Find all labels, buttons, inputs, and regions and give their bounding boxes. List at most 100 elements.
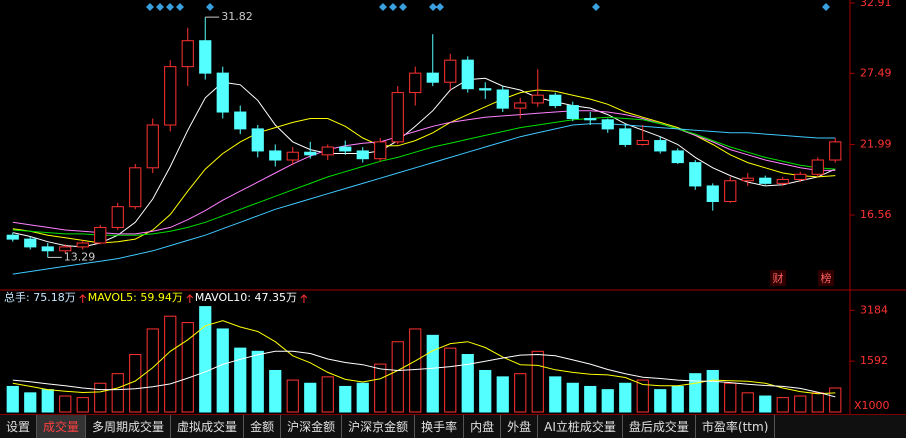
volume-bar <box>531 350 544 413</box>
volume-bar <box>94 382 107 413</box>
marker: 财 <box>773 271 784 285</box>
y-tick-label: 1592 <box>860 354 888 367</box>
ma-line <box>12 320 836 395</box>
candle-body <box>741 177 754 182</box>
volume-bar <box>356 382 369 413</box>
ma-line <box>12 110 836 235</box>
candle-body <box>776 178 789 184</box>
candle-body <box>199 40 212 74</box>
candle-body <box>374 141 387 160</box>
volume-bar <box>409 328 422 413</box>
volume-bar <box>426 334 439 413</box>
tab[interactable]: 外盘 <box>501 415 539 438</box>
candle-body <box>689 162 702 187</box>
candle-body <box>339 146 352 152</box>
volume-bar <box>444 347 457 413</box>
candle-body <box>321 146 334 156</box>
volume-bar <box>164 315 177 413</box>
y-tick-label: 16.56 <box>860 208 892 221</box>
candle-body <box>759 177 772 184</box>
tab[interactable]: 设置 <box>0 415 38 438</box>
y-tick-label: 32.91 <box>860 0 892 9</box>
volume-bar <box>584 385 597 413</box>
volume-bar <box>566 382 579 413</box>
volume-bar <box>374 363 387 413</box>
volume-bar <box>269 369 282 413</box>
candle-body <box>479 88 492 91</box>
candle-body <box>619 128 632 145</box>
tab[interactable]: 市盈率(ttm) <box>696 415 776 438</box>
volume-bar <box>6 385 19 413</box>
volume-bar <box>636 379 649 413</box>
candle-body <box>584 118 597 121</box>
candle-body <box>94 226 107 244</box>
candle-body <box>146 124 159 169</box>
volume-bar <box>724 382 737 413</box>
volume-bar <box>479 369 492 413</box>
candle-body <box>671 150 684 164</box>
candle-body <box>216 72 229 113</box>
volume-bar <box>776 397 789 413</box>
ma-line <box>12 77 836 248</box>
volume-bar <box>216 328 229 413</box>
volume-bar <box>146 328 159 413</box>
volume-bar <box>671 385 684 413</box>
legend-entry: MAVOL5: 59.94万 <box>88 291 183 304</box>
volume-bar <box>811 392 824 413</box>
candle-body <box>566 105 579 120</box>
candle-body <box>356 150 369 160</box>
candle-body <box>269 150 282 161</box>
tab[interactable]: 盘后成交量 <box>623 415 696 438</box>
legend-arrow <box>300 294 308 303</box>
candle-body <box>6 234 19 240</box>
candle-body <box>514 102 527 109</box>
candle-body <box>461 59 474 90</box>
ma-line <box>12 123 836 275</box>
annotation: 31.82 <box>221 10 253 23</box>
volume-bar <box>76 397 89 413</box>
ma-line <box>12 116 836 236</box>
legend-entry: MAVOL10: 47.35万 <box>195 291 297 304</box>
volume-bar <box>601 389 614 413</box>
tab[interactable]: 虚拟成交量 <box>171 415 245 438</box>
candle-body <box>251 128 264 152</box>
tab[interactable]: 沪深金额 <box>281 415 343 438</box>
tab[interactable]: 金额 <box>244 415 282 438</box>
candle-body <box>724 180 737 203</box>
volume-bar <box>759 395 772 413</box>
volume-bar <box>286 379 299 413</box>
candle-body <box>391 92 404 143</box>
candle-body <box>181 40 194 68</box>
candle-body <box>286 151 299 161</box>
volume-bar <box>59 395 72 413</box>
candle-body <box>129 167 142 208</box>
candle-body <box>706 185 719 203</box>
volume-bar <box>199 306 212 413</box>
tab[interactable]: 成交量 <box>37 415 87 438</box>
legend-arrow <box>79 294 87 303</box>
marker-box <box>818 270 834 286</box>
tab[interactable]: 内盘 <box>464 415 502 438</box>
candle-body <box>794 173 807 180</box>
tab[interactable]: 换手率 <box>415 415 465 438</box>
candle-body <box>164 66 177 126</box>
candle-body <box>111 206 124 228</box>
tab[interactable]: 多周期成交量 <box>86 415 172 438</box>
candle-body <box>409 72 422 94</box>
volume-bar <box>514 373 527 413</box>
volume-bar <box>181 322 194 413</box>
tab[interactable]: 沪深京金额 <box>342 415 416 438</box>
volume-bar <box>111 373 124 413</box>
annotation: 13.29 <box>64 250 96 263</box>
legend-entry: 总手: 75.18万 <box>4 290 76 304</box>
candle-body <box>829 141 842 161</box>
tab-bar: 设置 成交量 多周期成交量 虚拟成交量 金额 沪深金额 沪深京金额 换手率 内盘 外盘 AI立桩成交… <box>0 414 906 438</box>
volume-bar <box>251 350 264 413</box>
candle-body <box>24 238 37 248</box>
candle-body <box>601 119 614 130</box>
candle-body <box>76 242 89 248</box>
marker: 榜 <box>821 271 832 285</box>
tab[interactable]: AI立桩成交量 <box>538 415 623 438</box>
y-tick-label: 27.49 <box>860 66 892 79</box>
